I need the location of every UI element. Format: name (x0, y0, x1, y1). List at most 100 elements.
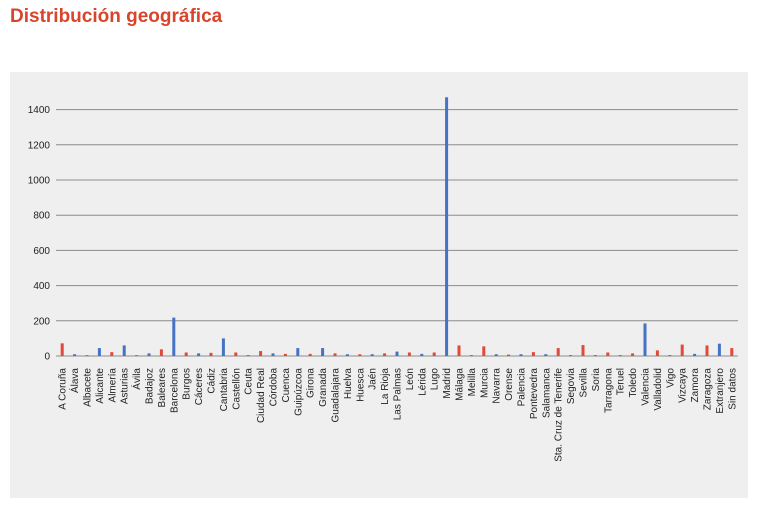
y-tick-label: 1200 (28, 140, 51, 151)
bar-11 (197, 353, 201, 356)
bars (60, 97, 734, 356)
x-category-label: Teruel (616, 368, 627, 395)
x-category-label: Sin datos (727, 368, 738, 410)
bar-2 (85, 355, 89, 356)
x-category-label: Cantabria (219, 368, 230, 412)
x-category-label: Sta. Cruz de Tenerife (554, 368, 565, 462)
x-category-label: Segovia (566, 368, 577, 405)
chart-panel: 0 200 400 600 800 1000 1200 1400 A Coruña Álava A… (10, 72, 748, 498)
x-category-label: Cuenca (281, 368, 292, 403)
x-category-label: Melilla (467, 368, 478, 397)
bar-3 (97, 348, 101, 356)
bar-27 (395, 351, 399, 356)
x-category-label: Zaragoza (703, 368, 714, 411)
x-category-label: Baleares (157, 368, 168, 407)
x-category-label: Alicante (95, 368, 106, 404)
bar-0 (60, 343, 64, 356)
x-category-label: Salamanca (541, 368, 552, 418)
x-category-label: Burgos (182, 368, 193, 400)
bar-22 (333, 353, 337, 356)
bar-47 (643, 323, 647, 356)
x-category-label: Vigo (665, 368, 676, 388)
x-category-label: Asturias (120, 368, 131, 404)
bar-41 (569, 355, 573, 356)
x-category-label: Badajoz (145, 368, 156, 404)
y-tick-label: 800 (33, 211, 50, 222)
y-tick-label: 600 (33, 246, 50, 257)
bar-12 (209, 352, 213, 356)
x-category-label: Cádiz (207, 368, 218, 394)
y-tick-label: 0 (44, 352, 50, 363)
bar-21 (321, 348, 325, 356)
x-category-label: La Rioja (380, 368, 391, 405)
x-category-label: Guipúzcoa (293, 368, 304, 416)
x-category-label: Guadalajara (331, 368, 342, 423)
bar-32 (457, 345, 461, 356)
y-axis-tick-labels: 0 200 400 600 800 1000 1200 1400 (28, 105, 51, 362)
x-category-label: Soria (591, 368, 602, 392)
x-category-label: Albacete (83, 368, 94, 407)
x-category-label: Ciudad Real (256, 368, 267, 423)
x-category-label: Navarra (492, 368, 503, 404)
x-category-label: Valladolid (653, 368, 664, 411)
y-tick-label: 1400 (28, 105, 51, 116)
bar-38 (531, 352, 535, 356)
bar-19 (296, 348, 300, 356)
bar-39 (544, 354, 548, 356)
bar-13 (221, 338, 225, 356)
x-category-label: Pontevedra (529, 368, 540, 420)
y-tick-label: 1000 (28, 176, 51, 187)
bar-44 (606, 352, 610, 356)
x-category-label: Las Palmas (393, 368, 404, 420)
bar-23 (345, 354, 349, 356)
x-category-label: Castellón (231, 368, 242, 410)
x-category-label: Sevilla (579, 368, 590, 398)
bar-31 (445, 97, 449, 356)
x-category-label: Ceuta (244, 368, 255, 395)
bar-16 (259, 351, 263, 356)
x-category-label: Murcia (479, 368, 490, 398)
x-category-label: Barcelona (169, 368, 180, 413)
bar-18 (283, 353, 287, 356)
bar-24 (358, 354, 362, 356)
x-category-label: Málaga (455, 368, 466, 401)
x-category-label: Lugo (430, 368, 441, 391)
bar-15 (246, 355, 250, 356)
bar-7 (147, 353, 151, 356)
x-category-label: Tarragona (603, 368, 614, 413)
bar-1 (73, 354, 77, 356)
x-category-label: Granada (318, 368, 329, 407)
x-category-label: A Coruña (58, 368, 69, 410)
bar-30 (432, 352, 436, 356)
bar-29 (420, 353, 424, 356)
bar-36 (507, 354, 511, 356)
bar-48 (655, 350, 659, 356)
bar-51 (693, 353, 697, 356)
x-category-label: Zamora (690, 368, 701, 403)
y-tick-label: 400 (33, 281, 50, 292)
bar-54 (730, 348, 734, 356)
bar-49 (668, 355, 672, 356)
x-category-label: Jaén (368, 368, 379, 390)
bar-6 (135, 355, 139, 356)
x-category-label: Toledo (628, 368, 639, 398)
bar-40 (556, 348, 560, 356)
bar-17 (271, 353, 275, 356)
bar-52 (705, 345, 709, 356)
bar-50 (680, 344, 684, 356)
bar-42 (581, 345, 585, 356)
bar-20 (308, 353, 312, 356)
bar-35 (494, 354, 498, 356)
bar-33 (469, 355, 473, 356)
x-category-label: Extranjero (715, 368, 726, 414)
bar-26 (383, 353, 387, 356)
bar-25 (370, 354, 374, 356)
bar-10 (184, 352, 188, 356)
x-category-label: Huesca (355, 368, 366, 402)
bar-37 (519, 354, 523, 356)
bar-5 (122, 345, 126, 356)
bar-9 (172, 317, 176, 356)
bar-45 (618, 355, 622, 356)
gridlines (56, 109, 738, 357)
